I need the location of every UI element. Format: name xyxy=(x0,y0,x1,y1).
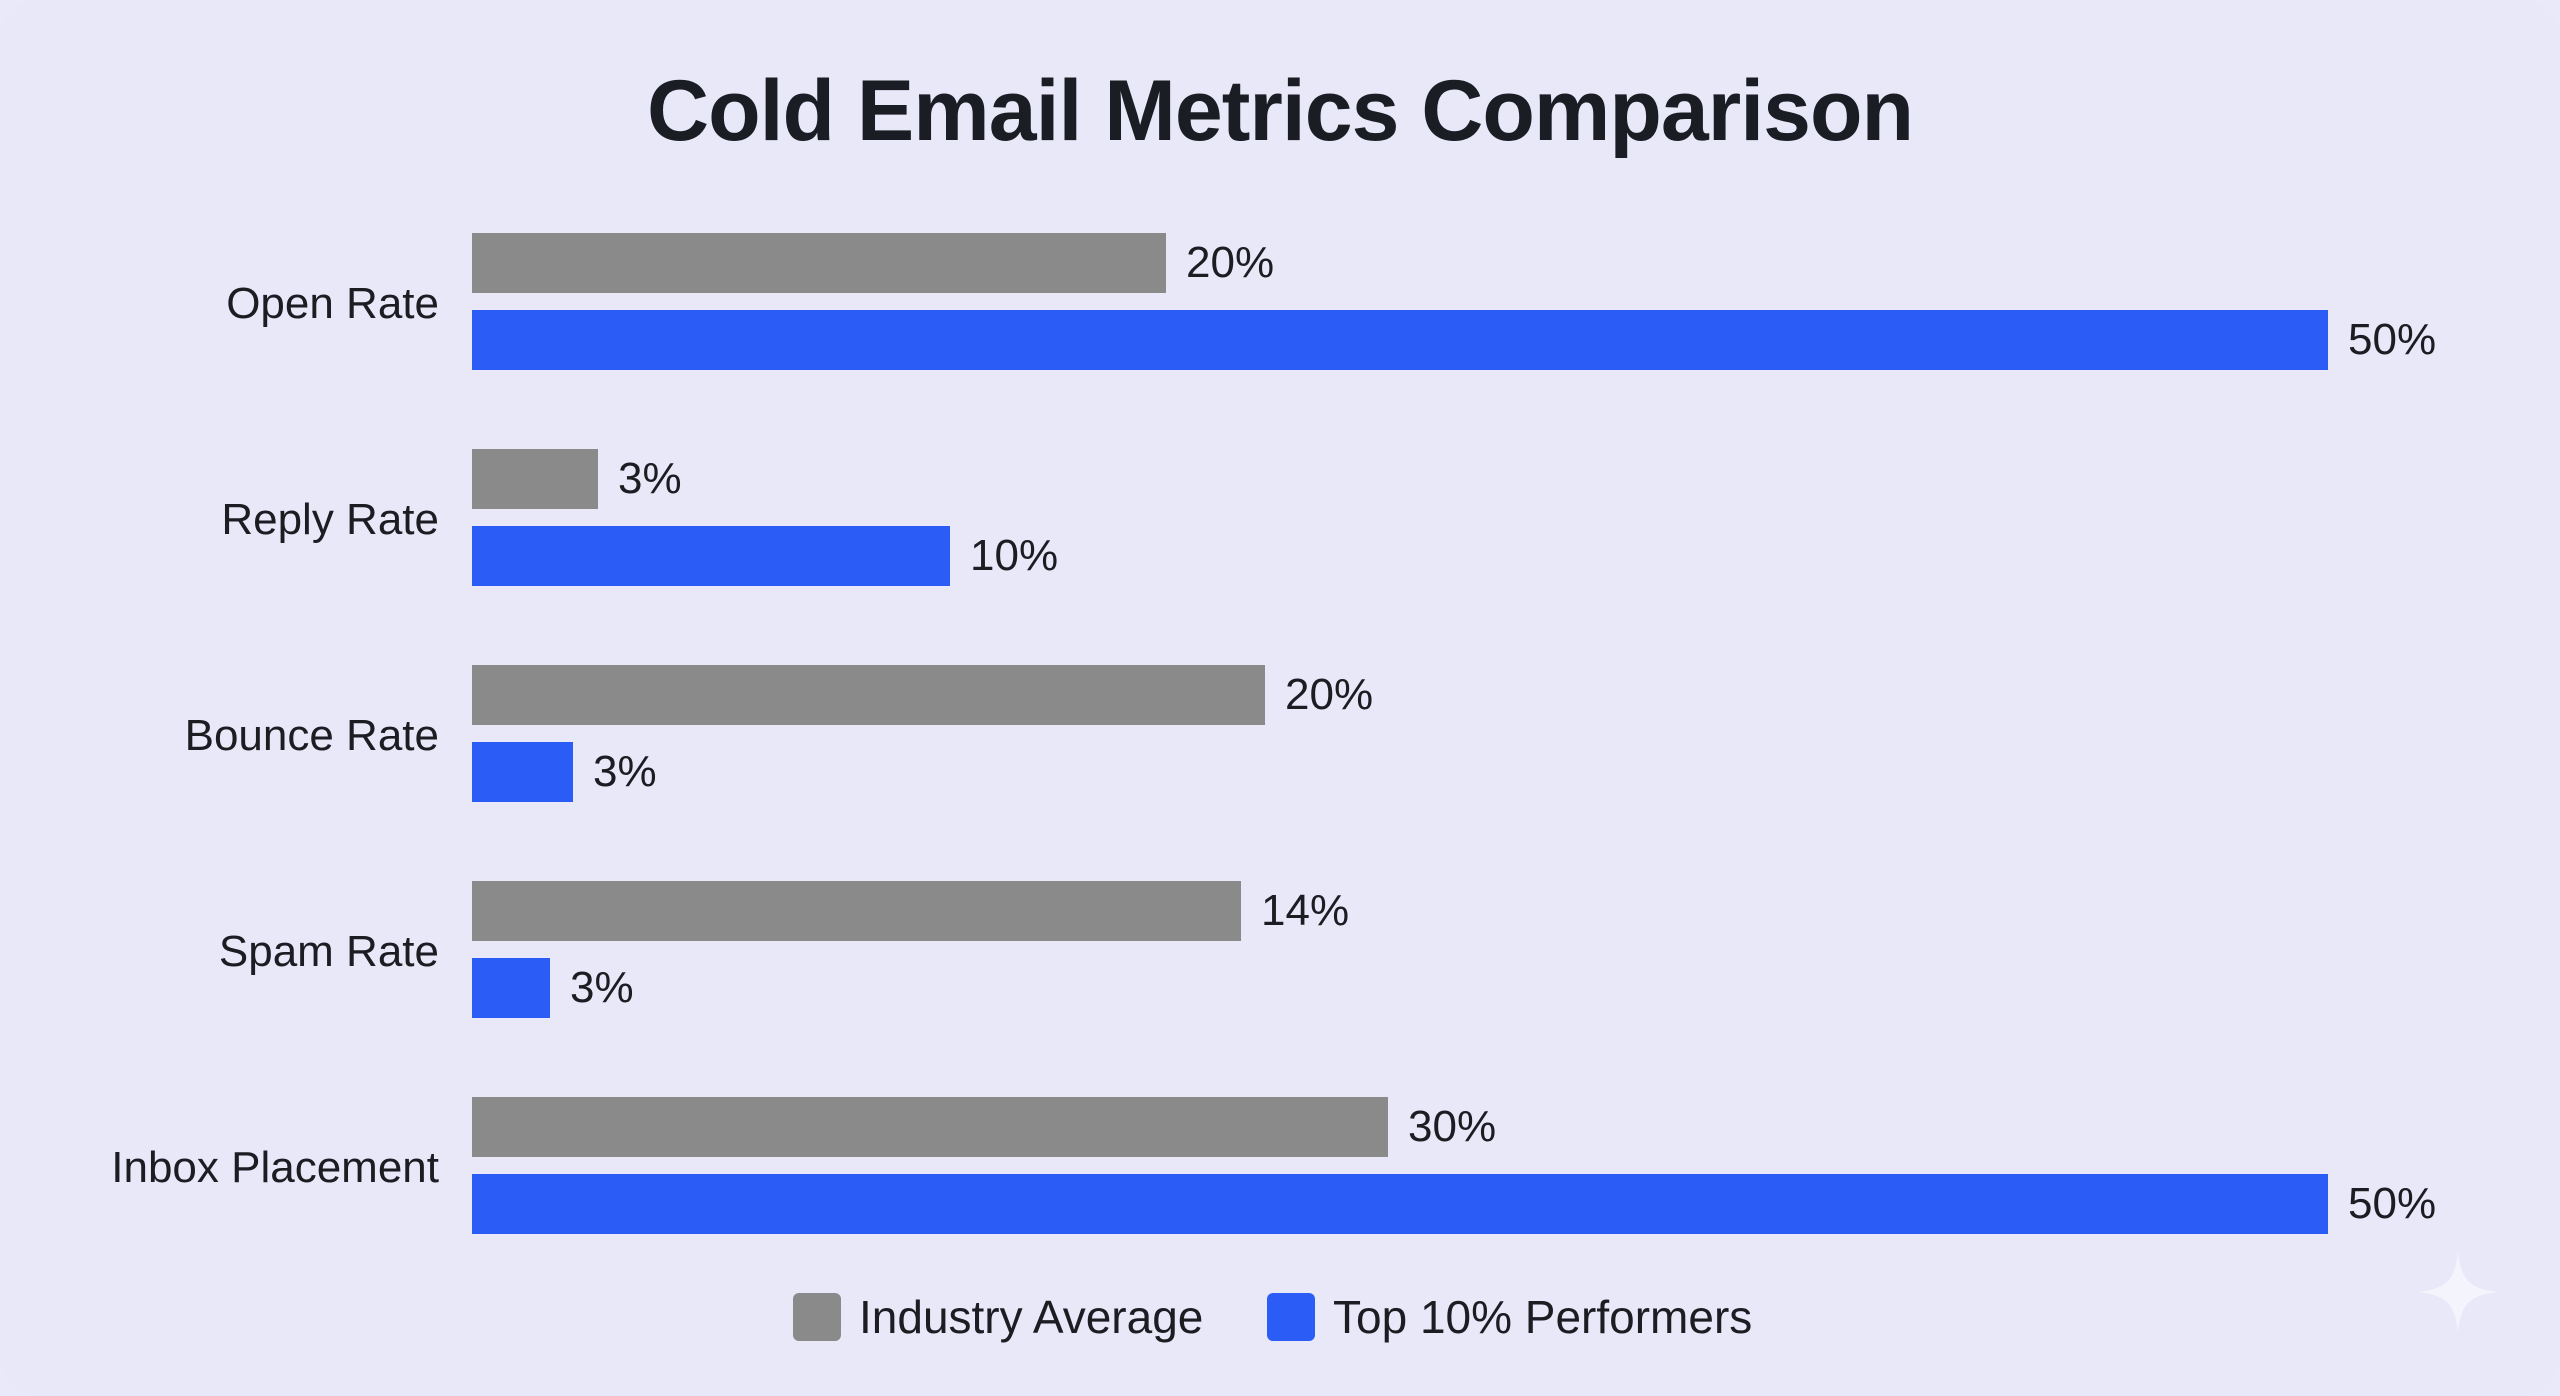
bar-top-performers xyxy=(472,1174,2328,1234)
sparkle-icon xyxy=(2418,1252,2498,1332)
data-label: 30% xyxy=(1408,1102,1497,1151)
category-label: Inbox Placement xyxy=(111,1143,439,1192)
data-label: 3% xyxy=(593,747,657,796)
legend-swatch-industry-average xyxy=(793,1293,841,1341)
bar-industry-average xyxy=(472,881,1241,941)
bar-top-performers xyxy=(472,526,950,586)
category-label: Open Rate xyxy=(226,279,439,328)
data-label: 14% xyxy=(1261,886,1350,935)
data-label: 20% xyxy=(1186,238,1275,287)
data-label: 3% xyxy=(618,454,682,503)
category-label: Spam Rate xyxy=(218,927,439,976)
category-label: Bounce Rate xyxy=(184,711,439,760)
legend-swatch-top-performers xyxy=(1267,1293,1315,1341)
category-label: Reply Rate xyxy=(221,495,439,544)
legend-item-industry-average: Industry Average xyxy=(793,1290,1203,1344)
bar-top-performers xyxy=(472,958,550,1018)
bar-top-performers xyxy=(472,310,2328,370)
data-label: 10% xyxy=(970,531,1059,580)
legend-item-top-performers: Top 10% Performers xyxy=(1267,1290,1752,1344)
bar-industry-average xyxy=(472,449,598,509)
data-label: 3% xyxy=(570,963,634,1012)
chart-title: Cold Email Metrics Comparison xyxy=(646,63,1914,159)
legend-label: Top 10% Performers xyxy=(1333,1291,1753,1343)
bar-industry-average xyxy=(472,665,1265,725)
data-label: 50% xyxy=(2348,315,2437,364)
data-label: 50% xyxy=(2348,1179,2437,1228)
bar-industry-average xyxy=(472,233,1166,293)
bar-industry-average xyxy=(472,1097,1388,1157)
bar-top-performers xyxy=(472,742,573,802)
data-label: 20% xyxy=(1285,670,1374,719)
legend-label: Industry Average xyxy=(859,1291,1204,1343)
